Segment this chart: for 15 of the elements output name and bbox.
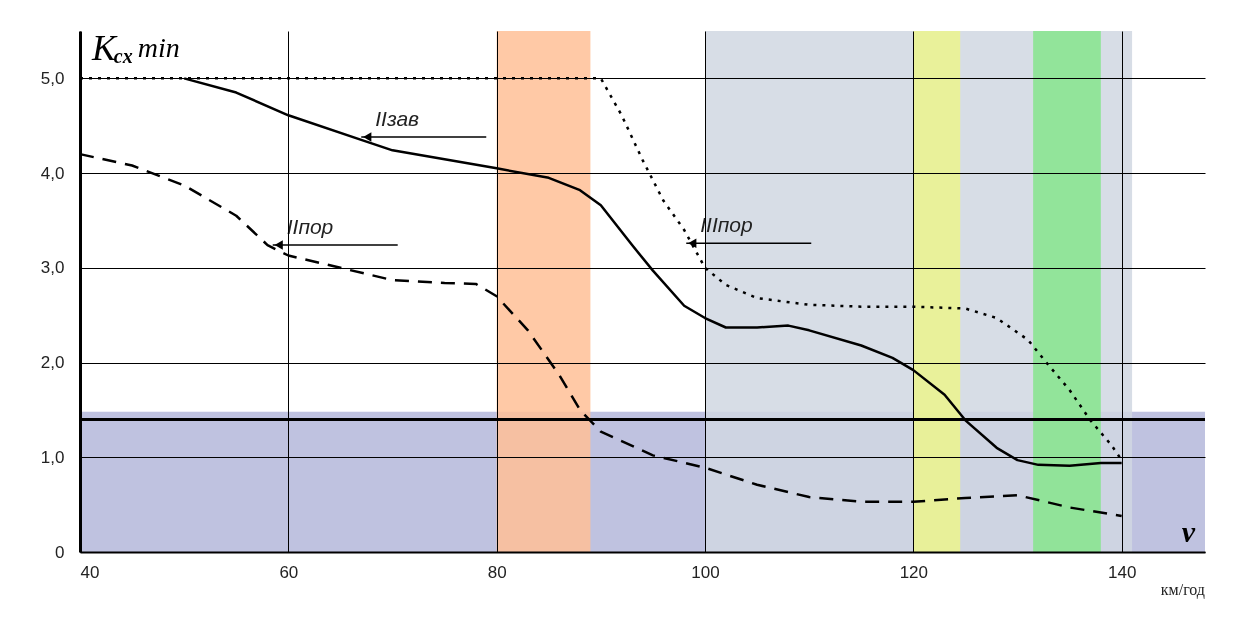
x-tick-label: 40: [80, 562, 100, 582]
x-tick-label: 80: [487, 562, 507, 582]
y-tick-label: 5,0: [40, 68, 65, 88]
x-tick-label: 100: [691, 562, 720, 582]
x-tick-label: 140: [1107, 562, 1137, 582]
y-tick-label: 4,0: [40, 163, 65, 183]
x-tick-label: 60: [279, 562, 299, 582]
y-tick-label: 2,0: [40, 353, 65, 373]
annotation: IIзав: [375, 107, 420, 131]
x-tick-label: 120: [899, 562, 929, 582]
y-tick-label: 1,0: [40, 447, 65, 467]
text: км/год: [1160, 581, 1205, 599]
x-axis-title: v: [1181, 515, 1196, 548]
y-tick-label: 3,0: [40, 258, 65, 278]
y-tick-label: 0: [55, 542, 65, 562]
